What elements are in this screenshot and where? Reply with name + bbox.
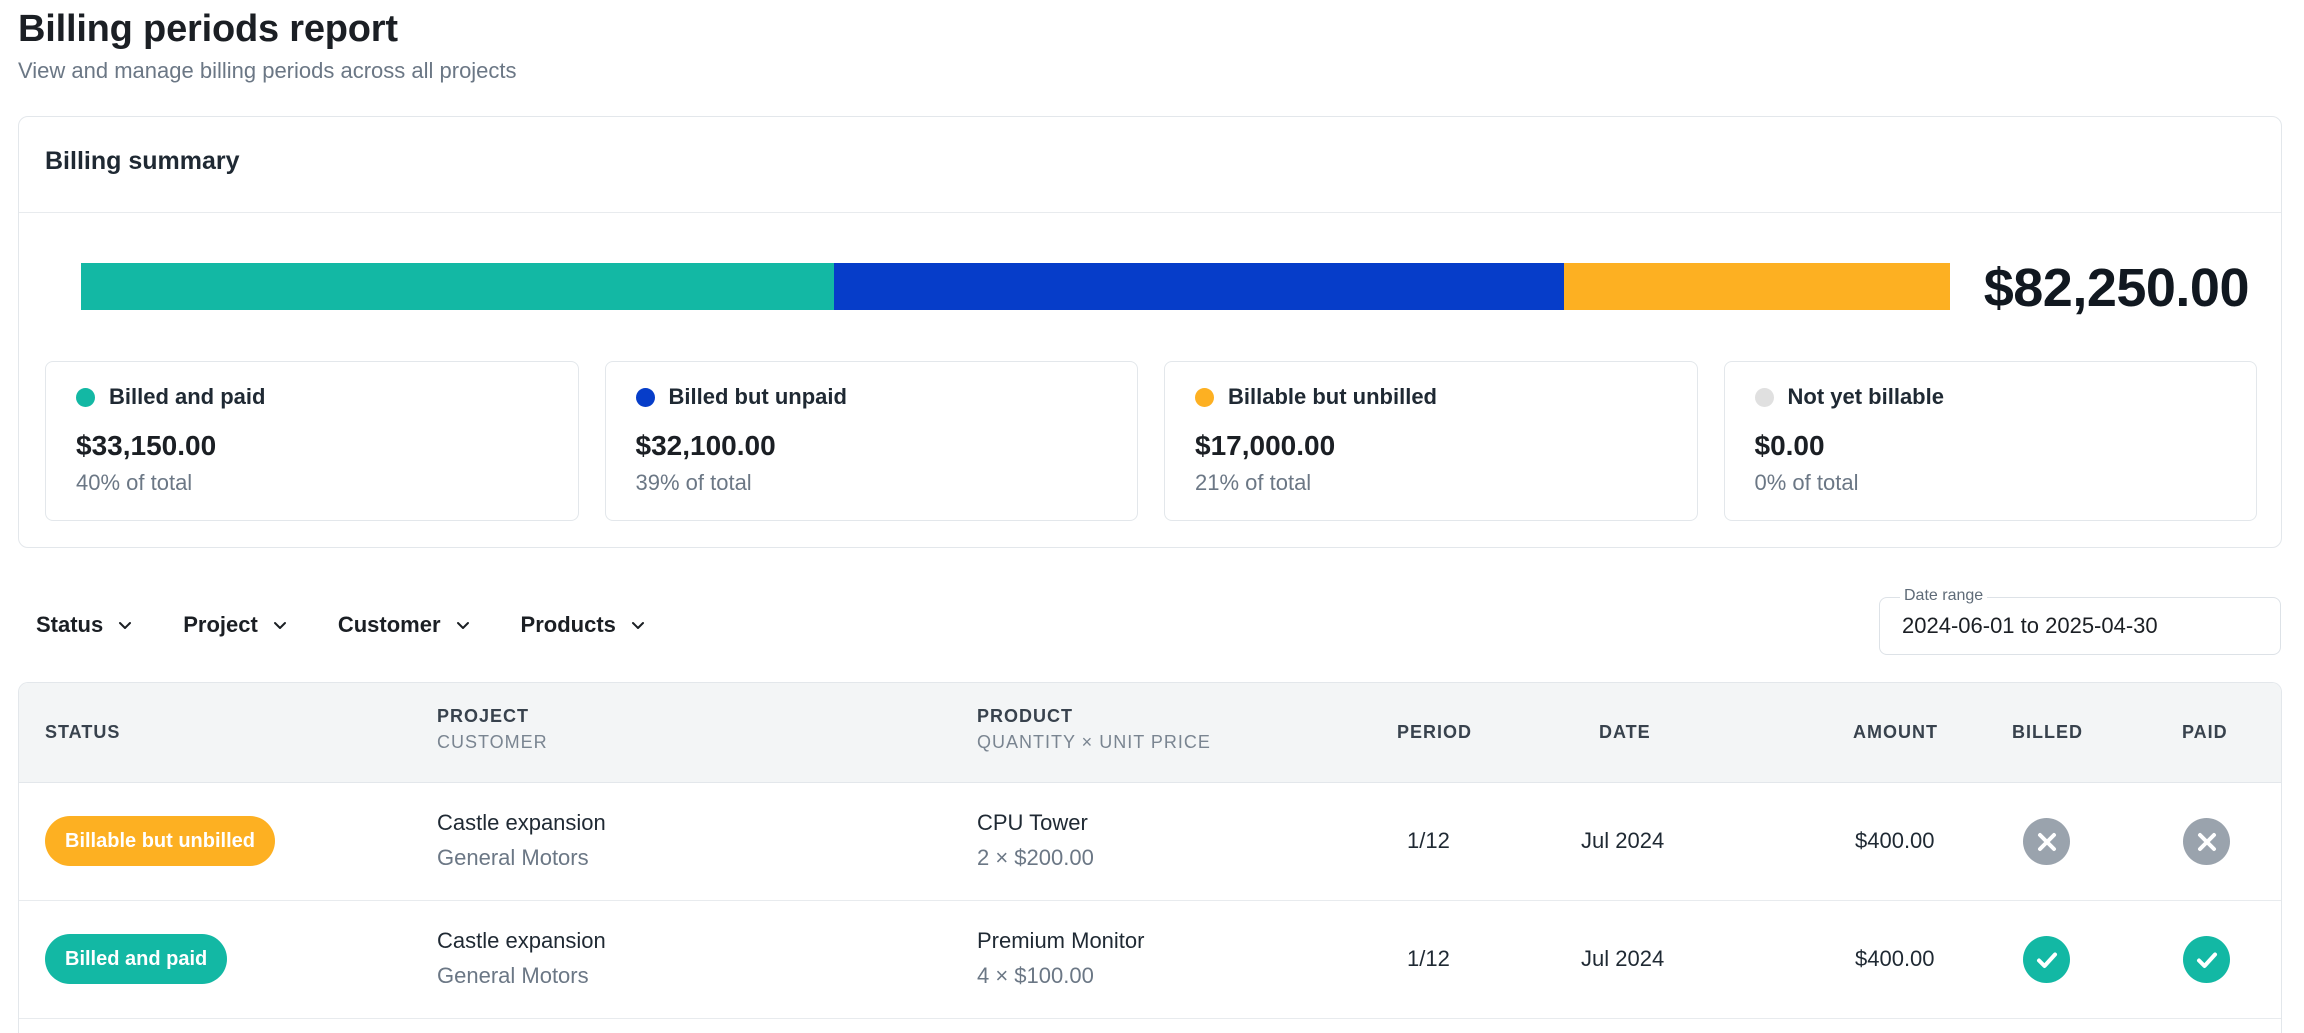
- column-header-status[interactable]: STATUS: [45, 722, 121, 742]
- page-title: Billing periods report: [18, 8, 398, 50]
- product-name: Premium Monitor: [977, 928, 1145, 953]
- column-header-paid[interactable]: PAID: [2182, 722, 2228, 742]
- page-subtitle: View and manage billing periods across a…: [18, 58, 517, 83]
- table-header: STATUS PROJECT CUSTOMER PRODUCT QUANTITY…: [19, 683, 2281, 783]
- column-header-billed[interactable]: BILLED: [2012, 722, 2083, 742]
- filter-bar: Status Project Customer Products: [36, 612, 696, 638]
- project-name: Castle expansion: [437, 928, 606, 953]
- stat-card-billable-unbilled: Billable but unbilled $17,000.00 21% of …: [1164, 361, 1698, 521]
- column-header-date[interactable]: DATE: [1599, 722, 1651, 742]
- chevron-down-icon: [119, 622, 132, 629]
- status-dot-icon: [635, 387, 655, 407]
- bar-segment-billable-unbilled: [1563, 263, 1950, 310]
- column-header-project[interactable]: PROJECT CUSTOMER: [437, 706, 548, 753]
- bar-segment-billed-paid: [81, 263, 835, 310]
- stat-percent: 40% of total: [76, 470, 193, 495]
- date-cell: Jul 2024: [1581, 946, 1665, 971]
- stat-label: Billable but unbilled: [1228, 384, 1437, 409]
- chevron-down-icon: [456, 622, 469, 629]
- customer-name: General Motors: [437, 963, 589, 988]
- customer-filter-dropdown[interactable]: Customer: [338, 612, 471, 638]
- status-dot-icon: [76, 387, 95, 407]
- column-header-customer-label: CUSTOMER: [437, 732, 548, 752]
- stat-label: Billed and paid: [109, 384, 266, 409]
- period-cell: 1/12: [1407, 828, 1450, 853]
- stat-percent: 21% of total: [1195, 470, 1312, 495]
- project-cell: Castle expansion General Motors: [437, 928, 606, 989]
- filter-label: Customer: [337, 612, 441, 637]
- stat-amount: $0.00: [1754, 430, 1825, 461]
- column-header-product[interactable]: PRODUCT QUANTITY × UNIT PRICE: [977, 706, 1211, 753]
- table-row[interactable]: Billable but unbilled Castle expansion G…: [19, 783, 2281, 901]
- date-cell: Jul 2024: [1581, 828, 1665, 853]
- project-cell: Castle expansion General Motors: [437, 810, 606, 871]
- status-filter-dropdown[interactable]: Status: [36, 612, 133, 638]
- check-circle-icon[interactable]: [2023, 936, 2070, 983]
- filter-label: Status: [36, 612, 104, 637]
- amount-cell: $400.00: [1855, 946, 1935, 971]
- stat-card-billed-unpaid: Billed but unpaid $32,100.00 39% of tota…: [604, 361, 1138, 521]
- stat-amount: $32,100.00: [635, 430, 776, 461]
- quantity-price: 2 × $200.00: [977, 845, 1094, 870]
- products-filter-dropdown[interactable]: Products: [521, 612, 646, 638]
- product-name: CPU Tower: [977, 810, 1088, 835]
- stat-label: Billed but unpaid: [668, 384, 847, 409]
- stat-percent: 39% of total: [635, 470, 752, 495]
- status-badge: Billed and paid: [45, 934, 228, 984]
- column-header-period[interactable]: PERIOD: [1397, 722, 1473, 742]
- status-dot-icon: [1754, 387, 1774, 407]
- status-dot-icon: [1195, 387, 1214, 407]
- status-badge: Billable but unbilled: [45, 816, 275, 866]
- stat-card-billed-paid: Billed and paid $33,150.00 40% of total: [45, 361, 579, 521]
- billing-summary-bar: [81, 263, 1950, 310]
- x-circle-icon[interactable]: [2023, 818, 2070, 865]
- quantity-price: 4 × $100.00: [977, 963, 1094, 988]
- column-header-product-label: PRODUCT: [977, 706, 1073, 726]
- customer-name: General Motors: [437, 845, 589, 870]
- stat-card-not-yet-billable: Not yet billable $0.00 0% of total: [1723, 361, 2257, 521]
- amount-cell: $400.00: [1855, 828, 1935, 853]
- billing-periods-table: STATUS PROJECT CUSTOMER PRODUCT QUANTITY…: [18, 682, 2282, 1033]
- product-cell: Premium Monitor 4 × $100.00: [977, 928, 1144, 989]
- stat-label: Not yet billable: [1787, 384, 1944, 409]
- stat-percent: 0% of total: [1754, 470, 1859, 495]
- check-circle-icon[interactable]: [2183, 936, 2230, 983]
- project-filter-dropdown[interactable]: Project: [183, 612, 288, 638]
- project-name: Castle expansion: [437, 810, 606, 835]
- billing-summary-card: Billing summary $82,250.00 Billed and pa…: [18, 116, 2282, 548]
- chevron-down-icon: [273, 622, 286, 629]
- filter-label: Project: [183, 612, 258, 637]
- billing-summary-title: Billing summary: [19, 117, 2281, 213]
- period-cell: 1/12: [1407, 946, 1450, 971]
- filter-label: Products: [520, 612, 616, 637]
- stat-cards: Billed and paid $33,150.00 40% of total …: [45, 361, 2257, 521]
- stat-amount: $17,000.00: [1195, 430, 1336, 461]
- x-circle-icon[interactable]: [2183, 818, 2230, 865]
- date-range-value: 2024-06-01 to 2025-04-30: [1902, 613, 2158, 638]
- stat-amount: $33,150.00: [76, 430, 217, 461]
- column-header-amount[interactable]: AMOUNT: [1853, 722, 1938, 742]
- bar-segment-billed-unpaid: [834, 263, 1564, 310]
- product-cell: CPU Tower 2 × $200.00: [977, 810, 1094, 871]
- total-amount: $82,250.00: [1983, 258, 2250, 318]
- column-header-qty-price-label: QUANTITY × UNIT PRICE: [977, 732, 1211, 752]
- column-header-project-label: PROJECT: [437, 706, 530, 726]
- table-row[interactable]: Billed and paid Castle expansion General…: [19, 901, 2281, 1019]
- date-range-label: Date range: [1900, 587, 1988, 605]
- chevron-down-icon: [631, 622, 644, 629]
- date-range-input[interactable]: Date range 2024-06-01 to 2025-04-30: [1879, 587, 2281, 655]
